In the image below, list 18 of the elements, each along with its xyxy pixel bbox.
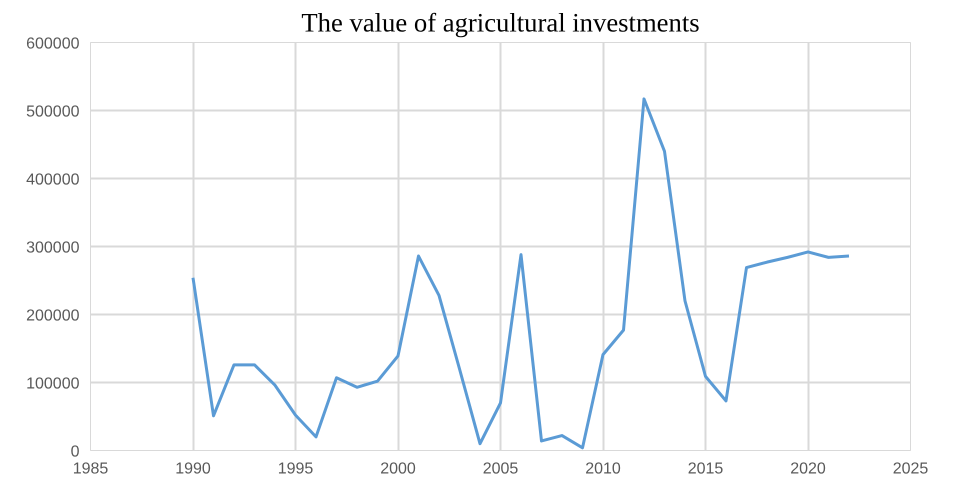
x-tick-label: 2000 bbox=[380, 460, 416, 478]
y-tick-label: 500000 bbox=[26, 104, 80, 120]
chart-title: The value of agricultural investments bbox=[301, 8, 700, 38]
x-tick-label: 2005 bbox=[482, 460, 518, 478]
y-tick-label: 100000 bbox=[26, 376, 80, 392]
x-tick-label: 1985 bbox=[72, 460, 108, 478]
x-tick-label: 2020 bbox=[790, 460, 826, 478]
x-tick-label: 1990 bbox=[175, 460, 211, 478]
y-tick-label: 600000 bbox=[26, 36, 80, 52]
y-tick-label: 300000 bbox=[26, 240, 80, 256]
x-tick-label: 2010 bbox=[585, 460, 621, 478]
x-tick-label: 2025 bbox=[892, 460, 928, 478]
y-tick-label: 0 bbox=[70, 444, 80, 460]
y-tick-label: 200000 bbox=[26, 308, 80, 324]
x-tick-label: 2015 bbox=[688, 460, 724, 478]
y-tick-label: 400000 bbox=[26, 172, 80, 188]
x-tick-label: 1995 bbox=[278, 460, 314, 478]
line-series bbox=[192, 97, 850, 450]
